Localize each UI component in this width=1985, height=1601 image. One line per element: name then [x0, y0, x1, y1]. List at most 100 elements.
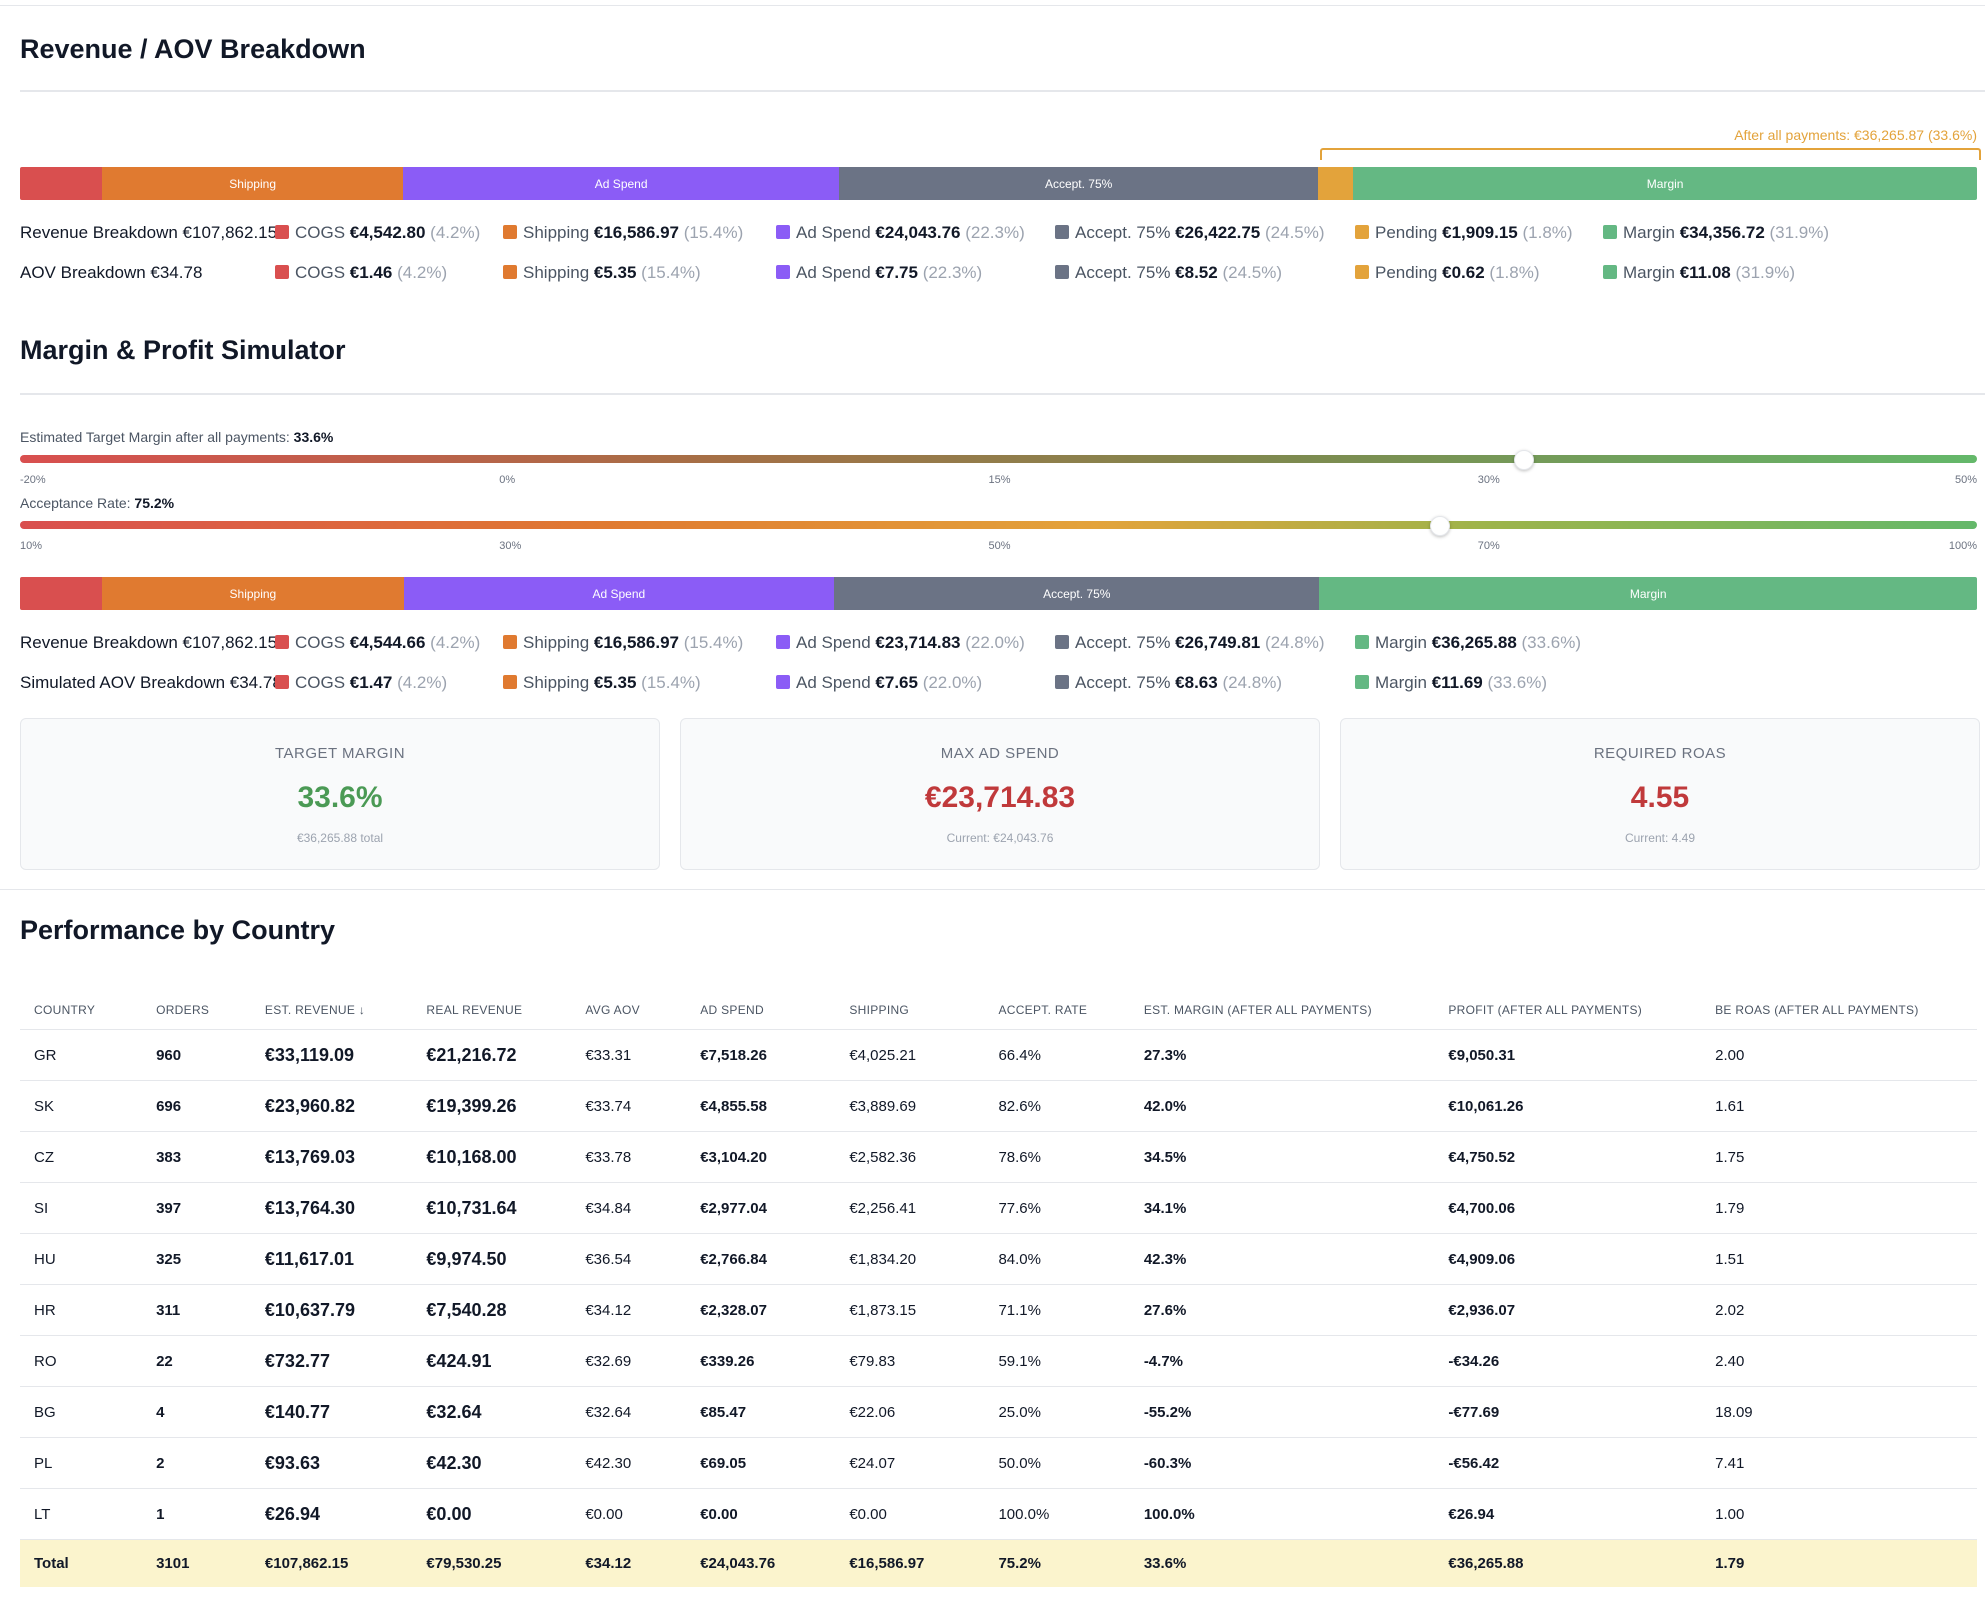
- legend-swatch: [776, 265, 790, 279]
- table-cell: €13,764.30: [250, 1182, 413, 1234]
- table-cell: SI: [20, 1182, 143, 1234]
- legend-swatch: [503, 265, 517, 279]
- margin-slider-handle[interactable]: [1513, 450, 1534, 470]
- bar-segment-label: Accept. 75%: [1044, 176, 1113, 191]
- total-cell: 33.6%: [1129, 1539, 1435, 1587]
- legend-pct: (1.8%): [1489, 263, 1540, 282]
- legend-pct: (15.4%): [683, 223, 744, 242]
- table-cell: €36.54: [571, 1233, 687, 1285]
- table-cell: €19,399.26: [412, 1080, 572, 1132]
- table-cell: €26.94: [250, 1488, 413, 1540]
- table-cell: €4,025.21: [835, 1029, 985, 1081]
- table-cell: 71.1%: [984, 1284, 1130, 1336]
- table-cell: €34.12: [571, 1284, 687, 1336]
- legend-value: €1,909.15: [1442, 223, 1518, 242]
- table-cell: -60.3%: [1129, 1437, 1435, 1489]
- table-cell: 1.79: [1701, 1182, 1977, 1234]
- table-cell: 2: [142, 1437, 251, 1489]
- slider-tick-label: 70%: [1477, 540, 1500, 552]
- legend-value: €5.35: [593, 263, 637, 282]
- table-cell: €10,061.26: [1434, 1080, 1702, 1132]
- table-cell: 4: [142, 1386, 251, 1438]
- legend-item-cogs: COGS €4,542.80 (4.2%): [275, 223, 480, 243]
- legend-item-margin: Margin €11.08 (31.9%): [1603, 263, 1795, 283]
- legend-value: €8.63: [1175, 673, 1218, 692]
- table-cell: €26.94: [1434, 1488, 1702, 1540]
- legend-item-margin: Margin €36,265.88 (33.6%): [1355, 633, 1581, 653]
- slider-tick-label: 0%: [499, 474, 516, 486]
- aov-breakdown-row: AOV Breakdown €34.78 COGS €1.46 (4.2%) Shi…: [20, 263, 1977, 287]
- table-cell: LT: [20, 1488, 143, 1540]
- legend-item-margin: Margin €34,356.72 (31.9%): [1603, 223, 1829, 243]
- table-cell: 1.61: [1701, 1080, 1977, 1132]
- total-cell: €16,586.97: [835, 1539, 985, 1587]
- table-row: HR 311 €10,637.79 €7,540.28 €34.12 €2,328.07 €…: [20, 1284, 1977, 1336]
- table-cell: €4,909.06: [1434, 1233, 1702, 1285]
- table-cell: €9,974.50: [412, 1233, 572, 1285]
- bar-segment-ad-spend: Ad Spend: [403, 167, 840, 200]
- total-cell: €79,530.25: [412, 1539, 572, 1587]
- card-value: 33.6%: [297, 781, 383, 814]
- legend-swatch: [1355, 675, 1369, 689]
- card-target-margin: TARGET MARGIN 33.6% €36,265.88 total: [20, 718, 660, 870]
- legend-swatch: [503, 225, 517, 239]
- simulated-revenue-row: Revenue Breakdown €107,862.15 COGS €4,544…: [20, 633, 1977, 657]
- table-cell: €2,936.07: [1434, 1284, 1702, 1336]
- table-cell: BG: [20, 1386, 143, 1438]
- total-cell: €34.12: [571, 1539, 687, 1587]
- column-header-est-revenue[interactable]: EST. REVENUE ↓: [250, 991, 413, 1030]
- table-cell: 100.0%: [1129, 1488, 1435, 1540]
- legend-value: €5.35: [593, 673, 637, 692]
- card-subtext: Current: €24,043.76: [946, 831, 1054, 845]
- legend-name: Margin: [1623, 223, 1680, 242]
- legend-value: €4,544.66: [349, 633, 426, 652]
- table-cell: €42.30: [412, 1437, 572, 1489]
- row-label: AOV Breakdown €34.78: [20, 263, 203, 282]
- bar-segment-unlabeled: [20, 167, 103, 200]
- table-row: SI 397 €13,764.30 €10,731.64 €34.84 €2,977.04…: [20, 1182, 1977, 1234]
- legend-item-pending: Pending €0.62 (1.8%): [1355, 263, 1539, 283]
- legend-item-ad-spend: Ad Spend €7.65 (22.0%): [776, 673, 982, 693]
- bar-segment-label: Shipping: [229, 586, 277, 601]
- legend-value: €11.08: [1679, 263, 1731, 282]
- legend-pct: (24.5%): [1265, 223, 1325, 242]
- revenue-stacked-bar: Shipping Ad Spend Accept. 75% Margin: [20, 167, 1977, 200]
- table-cell: €13,769.03: [250, 1131, 413, 1183]
- table-cell: 1.51: [1701, 1233, 1977, 1285]
- bar-segment-margin: Margin: [1353, 167, 1977, 200]
- legend-swatch: [275, 265, 289, 279]
- acceptance-slider-value: 75.2%: [134, 495, 175, 511]
- legend-swatch: [275, 225, 289, 239]
- legend-item-shipping: Shipping €5.35 (15.4%): [503, 263, 701, 283]
- acceptance-slider-handle[interactable]: [1429, 516, 1450, 536]
- legend-swatch: [1055, 225, 1069, 239]
- table-cell: PL: [20, 1437, 143, 1489]
- table-cell: €2,328.07: [686, 1284, 836, 1336]
- legend-pct: (15.4%): [641, 673, 701, 692]
- legend-swatch: [1355, 635, 1369, 649]
- legend-swatch: [1055, 635, 1069, 649]
- slider-tick-label: 30%: [499, 540, 522, 552]
- column-header-ad-spend: AD SPEND: [686, 991, 836, 1030]
- column-header-avg-aov: AVG AOV: [571, 991, 687, 1030]
- country-section: Performance by Country COUNTRY ORDERS EST.…: [0, 891, 1985, 1601]
- legend-value: €26,422.75: [1175, 223, 1261, 242]
- table-row: BG 4 €140.77 €32.64 €32.64 €85.47 €22.06 25.0% -…: [20, 1386, 1977, 1438]
- bar-segment-label: Shipping: [229, 176, 276, 191]
- legend-pct: (33.6%): [1521, 633, 1582, 652]
- table-cell: 27.3%: [1129, 1029, 1435, 1081]
- legend-name: Margin: [1623, 263, 1680, 282]
- table-cell: 66.4%: [984, 1029, 1130, 1081]
- legend-pct: (31.9%): [1735, 263, 1796, 282]
- table-cell: -€34.26: [1434, 1335, 1702, 1387]
- acceptance-slider[interactable]: [20, 521, 1977, 529]
- table-cell: €7,540.28: [412, 1284, 572, 1336]
- legend-name: Accept. 75%: [1075, 633, 1176, 652]
- slider-tick-label: 10%: [20, 540, 43, 552]
- slider-tick-label: 100%: [1948, 540, 1977, 552]
- legend-item-shipping: Shipping €5.35 (15.4%): [503, 673, 701, 693]
- table-cell: €33.78: [571, 1131, 687, 1183]
- table-cell: €1,873.15: [835, 1284, 985, 1336]
- legend-name: Ad Spend: [796, 673, 876, 692]
- margin-slider[interactable]: [20, 455, 1977, 463]
